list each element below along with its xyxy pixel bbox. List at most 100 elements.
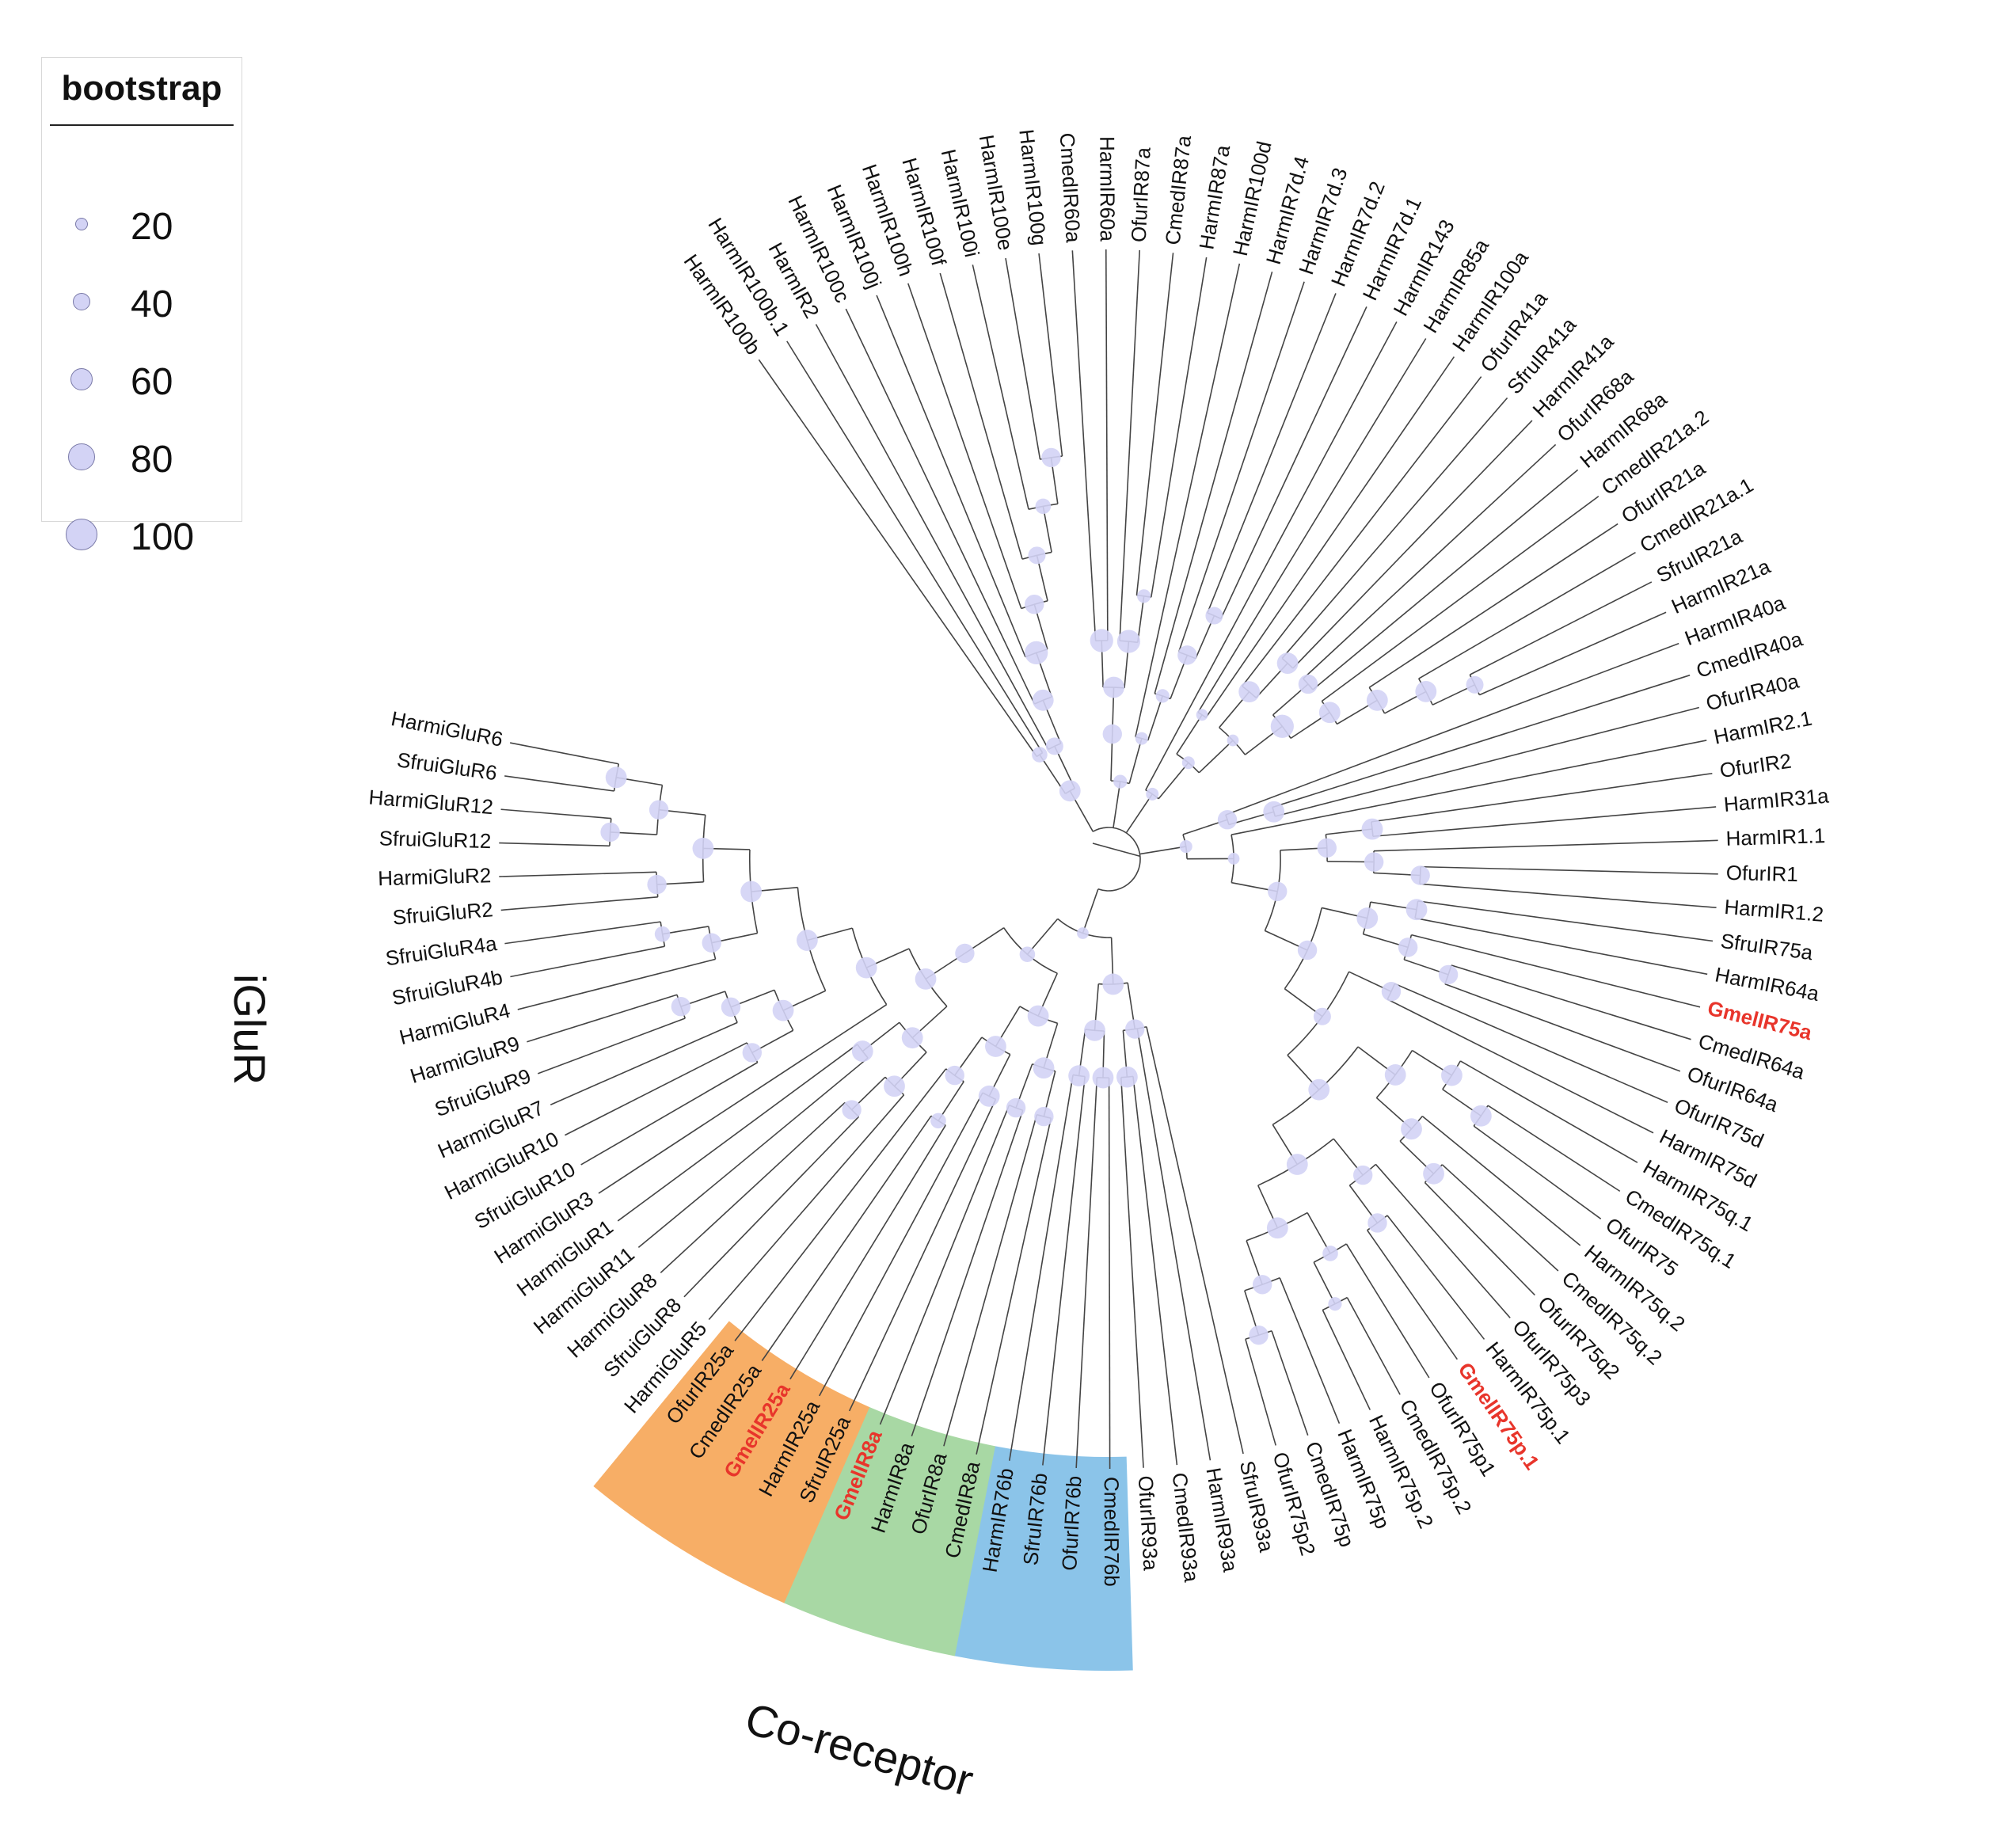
bootstrap-node	[855, 957, 877, 979]
branch-line	[1132, 1076, 1178, 1466]
branch-line	[1346, 1297, 1401, 1395]
bootstrap-node	[985, 1036, 1006, 1057]
branch-line	[1321, 496, 1599, 702]
bootstrap-node	[1227, 853, 1240, 865]
branch-line	[1373, 839, 1718, 852]
bootstrap-node	[1410, 865, 1430, 885]
branch-line	[911, 1109, 1024, 1437]
branch-line	[499, 842, 610, 847]
branch-line	[734, 1068, 947, 1341]
branch-line	[1205, 356, 1455, 718]
branch-line	[1487, 1105, 1621, 1192]
branch-line	[1082, 888, 1099, 934]
branch-line	[504, 921, 661, 945]
legend-divider	[50, 124, 234, 126]
branch-line	[550, 1021, 738, 1105]
branch-line	[509, 742, 619, 765]
bootstrap-node	[1366, 689, 1388, 711]
branch-line	[1313, 1261, 1336, 1305]
leaf-label: CmedIR76b	[1100, 1477, 1124, 1587]
bootstrap-node	[1028, 546, 1046, 565]
branch-line	[1197, 338, 1427, 713]
bootstrap-node	[1102, 973, 1124, 995]
bootstrap-node	[1470, 1105, 1492, 1127]
bootstrap-node	[796, 930, 818, 951]
bootstrap-node	[1035, 498, 1052, 515]
branch-line	[1151, 257, 1208, 598]
bootstrap-node	[1019, 946, 1036, 963]
bootstrap-node	[1181, 756, 1195, 770]
leaf-label: OfurIR87a	[1127, 146, 1155, 243]
leaf-label: HarmIR2.1	[1712, 706, 1814, 749]
branch-line	[660, 1101, 846, 1273]
bootstrap-nodes	[600, 447, 1492, 1345]
branch-line	[1225, 642, 1679, 816]
bootstrap-node	[721, 997, 741, 1017]
branch-line	[1421, 865, 1718, 875]
branch-line	[617, 1044, 858, 1222]
bootstrap-node	[1361, 818, 1383, 840]
bootstrap-node	[851, 1040, 873, 1062]
branch-line	[683, 1116, 860, 1298]
bootstrap-node	[1423, 1162, 1444, 1185]
leaf-label: HarmiGluR6	[389, 706, 504, 751]
leaf-label: HarmIR64a	[1714, 962, 1822, 1006]
leaf-label: HarmIR100e	[975, 133, 1018, 252]
branch-line	[1375, 1163, 1511, 1318]
branch-line	[504, 775, 614, 792]
branch-line	[580, 1062, 759, 1166]
leaf-label: CmedIR60a	[1056, 132, 1086, 244]
bootstrap-node	[1146, 787, 1159, 801]
bootstrap-node	[1179, 840, 1192, 854]
legend-item: 40	[42, 278, 242, 325]
bootstrap-node	[884, 1075, 905, 1097]
bootstrap-legend: bootstrap 20 40 60 80 100	[41, 57, 242, 558]
bootstrap-node	[1364, 852, 1384, 872]
branch-line	[1368, 523, 1619, 688]
bootstrap-node	[1352, 1165, 1373, 1185]
branch-line	[1303, 443, 1557, 679]
leaf-label: SfruiGluR12	[378, 826, 491, 853]
ir76b-band	[954, 1446, 1133, 1671]
tree-branches	[499, 249, 1718, 1469]
branch-line	[1281, 397, 1508, 659]
legend-label: 80	[131, 439, 173, 481]
bootstrap-node	[1034, 1106, 1054, 1127]
bootstrap-node	[1196, 709, 1208, 721]
branch-line	[1075, 1077, 1098, 1468]
branch-line	[1119, 249, 1141, 641]
branch-line	[1272, 674, 1691, 808]
bootstrap-node	[1227, 734, 1239, 747]
leaf-label: HarmIR87a	[1194, 143, 1234, 252]
bootstrap-node	[1401, 1118, 1422, 1140]
branch-arc	[1092, 827, 1141, 892]
branch-line	[1411, 934, 1701, 1008]
bootstrap-node	[649, 800, 669, 820]
bootstrap-node	[1217, 810, 1238, 830]
branch-line	[1038, 253, 1063, 457]
legend-size-marker	[66, 519, 97, 550]
legend-item: 100	[42, 511, 242, 558]
branch-line	[637, 1057, 869, 1249]
bootstrap-node	[1027, 1005, 1049, 1027]
bootstrap-node	[1252, 1275, 1272, 1295]
branch-line	[1441, 1164, 1559, 1272]
bootstrap-node	[901, 1027, 923, 1049]
bootstrap-node	[1077, 927, 1089, 939]
bootstrap-node	[1041, 447, 1061, 468]
bootstrap-node	[930, 1113, 946, 1129]
branch-line	[1292, 420, 1533, 669]
branch-line	[1136, 1028, 1212, 1461]
leaf-label: OfurIR76b	[1057, 1475, 1086, 1571]
branch-line	[1371, 772, 1713, 823]
bootstrap-node	[1059, 780, 1081, 802]
branch-line	[1042, 506, 1052, 553]
bootstrap-node	[1135, 732, 1148, 745]
bootstrap-node	[1102, 724, 1122, 744]
leaf-label: SfruiGluR6	[396, 747, 499, 785]
bootstrap-node	[1263, 801, 1285, 823]
bootstrap-node	[945, 1065, 964, 1086]
bootstrap-node	[915, 968, 937, 990]
branch-line	[1128, 738, 1143, 784]
iglur-group-label: iGluR	[225, 974, 275, 1085]
